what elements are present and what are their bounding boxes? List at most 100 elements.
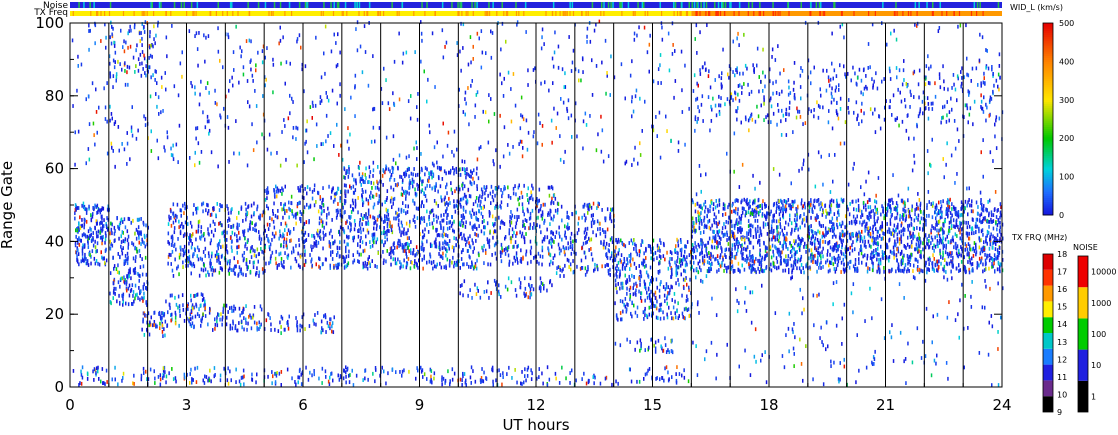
echo-cell [548,240,550,245]
echo-cell [384,230,386,235]
echo-cell [660,280,662,284]
echo-cell [565,235,567,240]
echo-cell [308,324,311,328]
echo-cell [465,194,467,199]
noise-bar-tick [818,2,821,8]
echo-cell [331,218,333,222]
echo-cell [165,380,167,385]
echo-cell [650,247,652,251]
echo-cell [462,207,465,212]
echo-cell [303,221,306,226]
echo-cell [527,198,529,203]
echo-cell [302,312,305,317]
echo-cell [392,157,395,162]
echo-cell [731,230,733,234]
echo-cell [403,172,405,176]
echo-cell [316,231,318,236]
echo-cell [326,95,328,100]
echo-cell [631,114,633,119]
echo-cell [429,222,431,226]
echo-cell [138,240,140,245]
echo-cell [301,315,303,320]
echo-cell [318,264,320,269]
echo-cell [132,290,135,294]
echo-cell [338,246,341,251]
echo-cell [76,254,78,259]
echo-cell [360,235,362,240]
echo-cell [500,200,503,205]
echo-cell [378,194,381,199]
echo-cell [274,371,276,376]
echo-cell [144,123,147,128]
txfreq-segment [691,11,1002,16]
echo-cell [616,316,618,321]
echo-cell [416,117,419,122]
echo-cell [655,306,658,311]
echo-cell [575,210,577,215]
echo-cell [304,230,307,235]
echo-cell [125,286,128,291]
echo-cell [174,257,176,262]
echo-cell [184,220,187,225]
echo-cell [295,316,297,320]
noise-bar-tick [501,2,503,8]
echo-cell [677,278,679,282]
echo-cell [683,286,685,291]
echo-cell [996,227,998,232]
echo-cell [258,236,261,241]
echo-cell [438,243,441,248]
echo-cell [657,338,660,343]
echo-cell [472,241,474,246]
echo-cell [236,222,239,227]
echo-cell [204,267,207,272]
echo-cell [405,189,407,194]
echo-cell [133,271,136,275]
echo-cell [664,336,666,341]
echo-cell [968,198,970,202]
echo-cell [142,319,144,324]
echo-cell [407,228,409,233]
echo-cell [280,61,282,66]
echo-cell [324,24,327,29]
echo-cell [448,239,451,243]
echo-cell [421,242,424,247]
echo-cell [490,291,492,295]
echo-cell [339,198,341,203]
echo-cell [124,69,126,73]
echo-cell [196,293,198,297]
echo-cell [647,286,650,291]
echo-cell [357,234,360,239]
echo-cell [657,316,659,321]
noise-bar-label: Noise [43,1,68,11]
echo-cell [304,64,307,69]
echo-cell [109,231,111,236]
echo-cell [141,272,144,277]
echo-cell [588,207,590,212]
echo-cell [325,91,327,95]
echo-cell [414,259,416,264]
echo-cell [602,245,605,250]
echo-cell [439,220,441,225]
echo-cell [492,159,494,163]
echo-cell [405,249,407,253]
echo-cell [637,161,639,166]
noise-bar-tick [264,2,267,8]
echo-cell [250,315,252,320]
echo-cell [356,250,359,255]
echo-cell [518,196,521,200]
echo-cell [560,248,562,253]
echo-cell [532,186,534,191]
echo-cell [286,367,289,372]
echo-cell [357,196,359,200]
txfreq-tick [868,11,870,16]
echo-cell [344,176,346,180]
echo-cell [493,162,495,167]
echo-cell [143,30,146,34]
echo-cell [608,249,610,254]
echo-cell [508,231,510,236]
echo-cell [881,250,884,254]
echo-cell [123,259,126,264]
echo-cell [311,248,313,252]
echo-cell [372,107,374,112]
echo-cell [191,305,193,310]
